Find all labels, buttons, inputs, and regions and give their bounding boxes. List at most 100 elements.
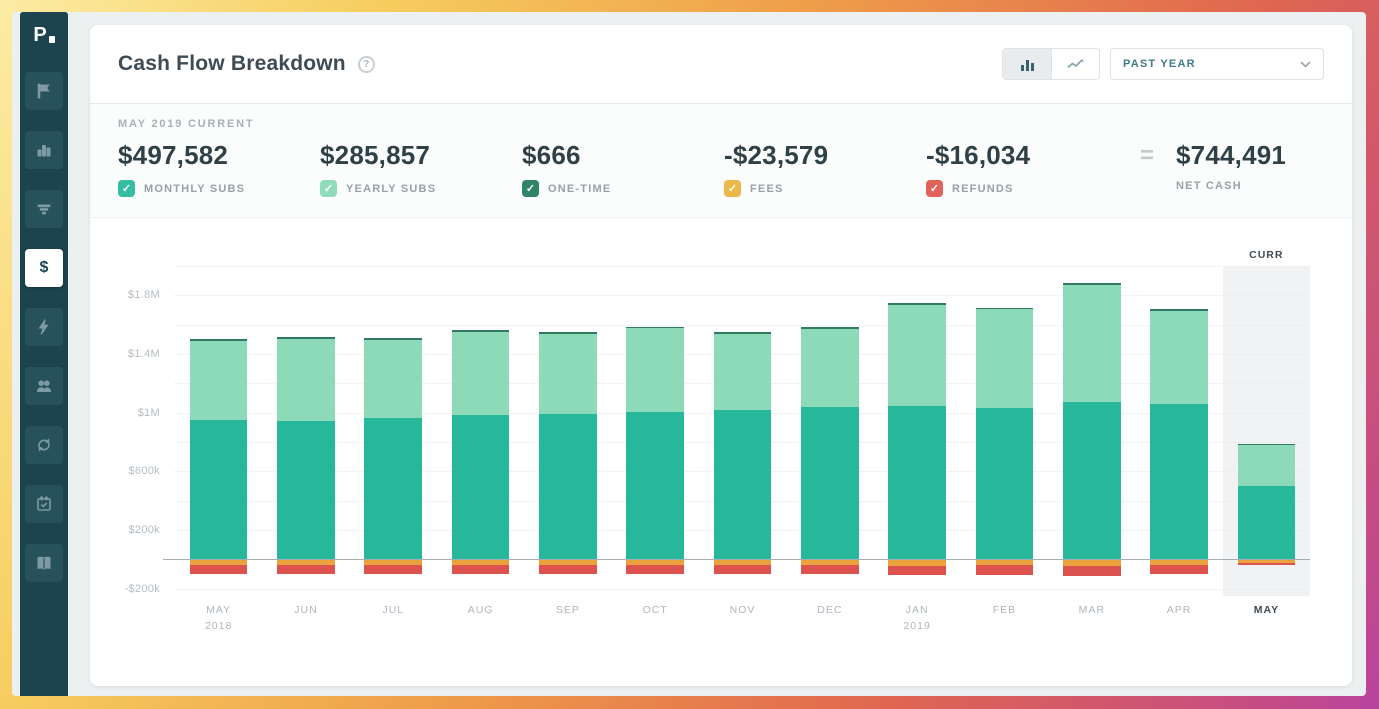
checkbox-yearly-subs[interactable]: ✓ [320, 180, 337, 197]
stacked-bar[interactable] [189, 266, 248, 596]
sidebar-item-cashflow[interactable]: $ [25, 249, 63, 287]
period-dropdown[interactable]: PAST YEAR [1110, 48, 1324, 80]
bar-slot-apr[interactable] [1135, 266, 1222, 596]
bar-segment-fees [277, 559, 335, 566]
sidebar-item-activity[interactable] [25, 308, 63, 346]
app-logo[interactable]: P [20, 12, 68, 58]
bar-slot-mar[interactable] [1048, 266, 1135, 596]
bar-slot-jun[interactable] [262, 266, 349, 596]
summary-value: -$23,579 [724, 140, 829, 170]
bar-segment-fees [1237, 559, 1296, 563]
checkbox-one-time[interactable]: ✓ [522, 180, 539, 197]
sidebar: P [20, 12, 68, 696]
equals-sign: = [1140, 142, 1155, 169]
summary-legend: ✓ REFUNDS [926, 180, 1128, 197]
bar-segment-one-time [801, 327, 859, 330]
bar-segment-monthly-subs [539, 414, 597, 560]
net-cash-value: $744,491 [1176, 140, 1287, 170]
bar-segment-refunds [451, 565, 510, 574]
bar-slot-may-2018[interactable] [175, 266, 262, 596]
sidebar-item-retention[interactable] [25, 426, 63, 464]
bar-segment-monthly-subs [277, 420, 335, 560]
bar-segment-one-time [626, 326, 685, 329]
sidebar-item-filter[interactable] [25, 190, 63, 228]
bar-slot-dec[interactable] [786, 266, 873, 596]
y-axis-label: $1M [137, 406, 160, 419]
bar-segment-one-time [451, 330, 510, 332]
bar-segment-refunds [626, 565, 685, 574]
bar-segment-one-time [189, 339, 248, 341]
stacked-bar[interactable] [364, 266, 423, 596]
sidebar-item-flag[interactable] [25, 72, 63, 110]
filter-icon [37, 204, 51, 215]
bar-chart-icon [37, 145, 51, 157]
bar-slot-jul[interactable] [350, 266, 437, 596]
stacked-bar[interactable] [451, 266, 510, 596]
summary-legend: ✓ FEES [724, 180, 926, 197]
bar-slot-feb[interactable] [961, 266, 1048, 596]
bar-view-button[interactable] [1003, 49, 1051, 79]
sidebar-item-schedule[interactable] [25, 485, 63, 523]
stacked-bar[interactable] [888, 266, 946, 596]
bar-segment-refunds [713, 565, 772, 575]
sidebar-item-reports[interactable] [25, 544, 63, 582]
bar-segment-yearly-subs [626, 328, 685, 412]
help-icon[interactable]: ? [357, 55, 375, 73]
bar-segment-yearly-subs [888, 304, 946, 407]
x-axis-label: JUN [294, 604, 318, 616]
chart-section: $1.8M $1.4M $1M $600k $200k -$200k CURR MAY 20… [90, 218, 1352, 642]
stacked-bar[interactable] [801, 266, 859, 596]
summary-legend: ✓ YEARLY SUBS [320, 180, 522, 197]
sidebar-item-customers[interactable] [25, 367, 63, 405]
checkbox-fees[interactable]: ✓ [724, 180, 741, 197]
stacked-bar[interactable] [1062, 266, 1121, 596]
bar-segment-refunds [189, 565, 248, 574]
chart-y-axis: $1.8M $1.4M $1M $600k $200k -$200k [90, 266, 160, 596]
bar-segment-refunds [801, 565, 859, 575]
bar-segment-refunds [364, 565, 423, 574]
y-axis-label: $1.4M [127, 348, 160, 360]
summary-legend: ✓ MONTHLY SUBS [118, 180, 320, 197]
stacked-bar[interactable] [539, 266, 597, 596]
checkbox-refunds[interactable]: ✓ [926, 180, 943, 197]
y-axis-label: -$200k [124, 582, 160, 595]
stacked-bar[interactable] [1150, 266, 1208, 596]
period-dropdown-value: PAST YEAR [1123, 58, 1196, 70]
summary-value: -$16,034 [926, 140, 1031, 170]
bar-chart-icon [1020, 60, 1034, 71]
bar-segment-fees [888, 559, 946, 566]
bar-segment-yearly-subs [975, 309, 1034, 409]
y-axis-label: $600k [128, 465, 160, 478]
bar-slot-nov[interactable] [699, 266, 786, 596]
dollar-icon: $ [39, 259, 49, 276]
x-axis-label: SEP [555, 604, 580, 616]
bar-segment-fees [1150, 559, 1208, 566]
logo-square [48, 35, 55, 43]
bar-segment-monthly-subs [364, 417, 423, 560]
summary-item-refunds: -$16,034 ✓ REFUNDS [926, 140, 1128, 197]
bar-slot-oct[interactable] [612, 266, 699, 596]
book-icon [37, 556, 51, 570]
stacked-bar[interactable] [713, 266, 772, 596]
bar-segment-fees [975, 559, 1034, 566]
net-cash-item: = $744,491 NET CASH [1140, 140, 1286, 192]
bar-slot-sep[interactable] [524, 266, 611, 596]
checkbox-monthly-subs[interactable]: ✓ [118, 180, 135, 197]
stacked-bar[interactable] [1237, 266, 1296, 596]
bar-segment-refunds [1062, 565, 1121, 577]
bar-slot-aug[interactable] [437, 266, 524, 596]
stacked-bar[interactable] [277, 266, 335, 596]
stacked-bar[interactable] [626, 266, 685, 596]
bar-segment-fees [539, 559, 597, 566]
bar-slot-jan-2019[interactable] [874, 266, 961, 596]
sidebar-item-analytics[interactable] [25, 131, 63, 169]
bar-segment-monthly-subs [451, 414, 510, 560]
header-controls: PAST YEAR [1002, 48, 1324, 80]
summary-label: MONTHLY SUBS [144, 182, 246, 195]
bar-segment-monthly-subs [801, 406, 859, 560]
bar-segment-one-time [1150, 308, 1208, 311]
bar-slot-may[interactable] [1223, 266, 1310, 596]
stacked-bar[interactable] [975, 266, 1034, 596]
line-view-button[interactable] [1051, 49, 1099, 79]
bar-segment-one-time [364, 338, 423, 341]
